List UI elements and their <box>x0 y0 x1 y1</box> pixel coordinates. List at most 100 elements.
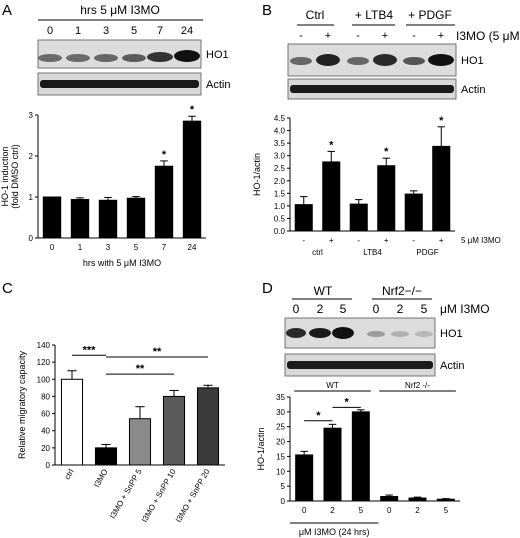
panel-d-group-label: WT <box>314 284 333 298</box>
chart-b-y-tick-label: 2.0 <box>274 177 286 186</box>
panel-a-lane-label: 1 <box>75 25 81 37</box>
panel-d-lane-label: 0 <box>293 302 300 316</box>
panel-b-ho1-band <box>403 57 425 65</box>
chart-b-y-tick-label: 1.5 <box>274 189 286 198</box>
chart-b-category-label: - <box>412 236 415 245</box>
chart-d-category-label: 0 <box>302 506 307 515</box>
panel-d-ho1-band <box>367 331 385 337</box>
chart-d-y-tick-label: 0 <box>281 497 286 506</box>
panel-b-ho1-band <box>290 57 312 65</box>
panel-a-lane-label: 3 <box>103 25 109 37</box>
chart-a-x-axis-label: hrs with 5 μM I3MO <box>83 258 161 268</box>
chart-b-category-label: - <box>302 236 305 245</box>
chart-c-y-axis-label: Relative migratory capacity <box>17 350 27 459</box>
panel-a-blot-label: Actin <box>206 79 230 91</box>
chart-b-significance-label: * <box>384 146 389 158</box>
chart-d-y-axis-label: HO-1/actin <box>256 427 266 470</box>
panel-b-sign-label: + <box>325 30 331 42</box>
chart-b-bar <box>377 165 396 232</box>
chart-c-bar <box>196 387 220 466</box>
chart-a-category-label: 3 <box>106 243 111 252</box>
chart-b-bar <box>322 161 341 232</box>
panel-a-ho1-band <box>122 54 146 62</box>
panel-a-lane-label: 0 <box>47 25 53 37</box>
chart-a-significance-label: * <box>162 149 167 161</box>
panel-d-actin-band <box>287 361 433 369</box>
chart-b-bar <box>294 204 313 232</box>
panel-a-lane-label: 5 <box>131 25 137 37</box>
chart-a-y-axis-label: (fold DMSO ctrl) <box>10 144 20 209</box>
chart-d-bar <box>436 498 455 502</box>
chart-c-y-tick-label: 80 <box>41 392 50 401</box>
chart-b-category-label: - <box>357 236 360 245</box>
chart-a-bar <box>126 197 146 239</box>
panel-b-ho1-band <box>347 57 369 65</box>
chart-d-category-label: 5 <box>359 506 364 515</box>
panel-b-ho1-band <box>428 54 454 66</box>
panel-a-ho1-band <box>38 54 62 62</box>
chart-b: 0.0 0.5 1.0 1.5 2.0 2.5 3.0 3.5 4.0 4.5 - * + - * + - * + H… <box>252 114 501 257</box>
chart-b-bar <box>432 145 451 232</box>
chart-c-comparison-label: *** <box>83 344 97 356</box>
panel-b-blot: Ctrl + LTB4 + PDGF - + - + - + I3MO (5 μ… <box>287 8 520 100</box>
chart-a-bar <box>42 196 62 239</box>
chart-d-x-axis-label: μM I3MO (24 hrs) <box>299 527 370 537</box>
panel-b-group-label: + LTB4 <box>355 8 393 22</box>
panel-b-blot-label: HO1 <box>461 55 484 67</box>
panel-d-lane-label: 5 <box>421 302 428 316</box>
chart-d-bar <box>380 496 399 502</box>
panel-label-a: A <box>2 2 12 19</box>
chart-b-group-label: ctrl <box>312 248 323 257</box>
panel-b-group-label: + PDGF <box>408 8 452 22</box>
chart-d-category-label: 0 <box>387 506 392 515</box>
chart-b-treatment-label: 5 μM I3MO <box>461 236 501 245</box>
chart-c-bar <box>60 378 84 466</box>
chart-c-comparison-label: ** <box>153 346 162 358</box>
chart-c-category-label: I3MO + SnPP 20 <box>174 467 212 524</box>
chart-c-bar <box>94 447 118 466</box>
chart-b-y-axis-label: HO-1/actin <box>252 153 262 196</box>
chart-d-comparison-label: * <box>345 396 350 408</box>
panel-b-treatment-label: I3MO (5 μM) <box>456 29 520 43</box>
chart-c-y-tick-label: 120 <box>37 358 51 367</box>
panel-a-ho1-band <box>66 54 90 62</box>
chart-a-y-axis-label: HO-1 induction <box>0 146 10 206</box>
chart-b-category-label: + <box>329 236 334 245</box>
chart-c-y-tick-label: 40 <box>41 427 50 436</box>
panel-b-sign-label: - <box>356 30 360 42</box>
panel-d-lane-label: 5 <box>340 302 347 316</box>
panel-b-actin-band <box>290 85 454 93</box>
chart-c-y-tick-label: 140 <box>37 341 51 350</box>
chart-d-bar <box>351 411 370 502</box>
chart-d-y-tick-label: 35 <box>276 393 285 402</box>
panel-d-unit-label: μM I3MO <box>440 302 490 316</box>
chart-b-significance-label: * <box>329 139 334 151</box>
panel-a-ho1-blot <box>37 39 202 69</box>
chart-b-category-label: + <box>384 236 389 245</box>
panel-a-blot-label: HO1 <box>206 49 229 61</box>
chart-d-category-label: 2 <box>330 506 335 515</box>
chart-b-category-label: + <box>439 236 444 245</box>
panel-d-group-label: Nrf2−/− <box>382 284 422 298</box>
panel-a-blot: hrs 5 μM I3MO 0 1 3 5 7 24 HO1 Actin <box>37 3 230 96</box>
chart-d-comparison-label: * <box>316 410 321 422</box>
panel-label-b: B <box>262 2 272 19</box>
panel-b-sign-label: - <box>412 30 416 42</box>
chart-d-bar <box>408 497 427 502</box>
panel-b-ho1-band <box>373 54 397 66</box>
panel-b-sign-label: + <box>382 30 388 42</box>
chart-a-category-label: 7 <box>162 243 167 252</box>
panel-label-d: D <box>262 280 273 297</box>
chart-d-y-tick-label: 20 <box>276 438 285 447</box>
panel-d-blot-label: HO1 <box>440 328 463 340</box>
panel-a-actin-band <box>40 80 199 88</box>
chart-c-bar <box>128 418 152 466</box>
panel-a-lane-label: 7 <box>157 25 163 37</box>
panel-d-blot-label: Actin <box>440 360 464 372</box>
panel-b-sign-label: - <box>299 30 303 42</box>
chart-a-category-label: 0 <box>50 243 55 252</box>
chart-b-bar <box>404 193 423 232</box>
panel-a-lane-label: 24 <box>181 25 193 37</box>
